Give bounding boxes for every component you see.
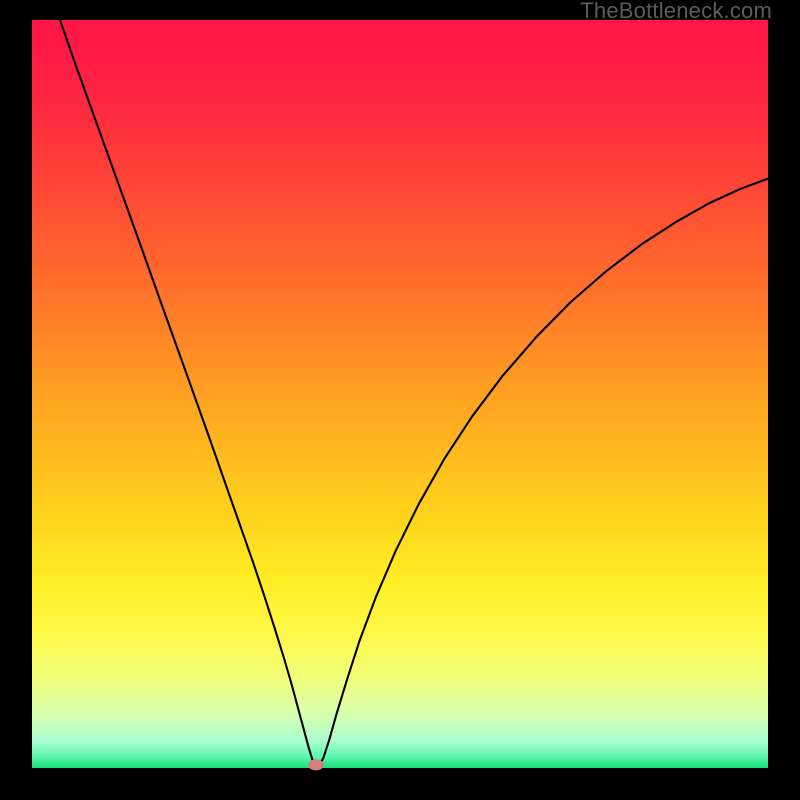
curve-path bbox=[60, 20, 768, 767]
bottleneck-curve bbox=[0, 0, 800, 800]
chart-frame: TheBottleneck.com bbox=[0, 0, 800, 800]
watermark-text: TheBottleneck.com bbox=[580, 0, 772, 24]
